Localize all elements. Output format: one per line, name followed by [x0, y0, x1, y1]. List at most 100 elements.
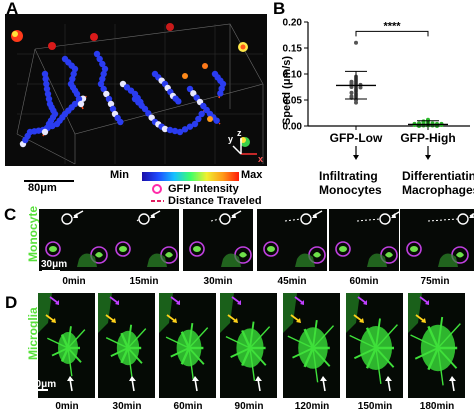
isolated-cells: [11, 23, 250, 147]
cell-sphere: [99, 75, 106, 83]
cell-sphere: [97, 80, 105, 88]
significance-label: ****: [383, 20, 401, 32]
microglia-frame: [159, 293, 216, 398]
legend-symbols: [151, 184, 164, 202]
cell-sphere: [103, 90, 110, 98]
y-tick-label: 0.00: [283, 122, 303, 133]
arrow-head-icon: [425, 155, 431, 160]
cell-sphere: [45, 95, 53, 103]
significance-bracket: [355, 30, 429, 37]
cell-sphere: [161, 125, 169, 133]
cell-sphere: [99, 60, 106, 68]
microglia-frame: [220, 293, 277, 398]
group-label-2: Differentiating Macrophages: [402, 169, 474, 198]
panel-c-scale-bar: [42, 270, 60, 272]
cell-sphere: [44, 90, 52, 98]
time-label: 30min: [112, 401, 142, 412]
panel-b-label: B: [273, 0, 286, 18]
time-label: 90min: [234, 401, 264, 412]
cell-tracks-3d: x y z: [11, 23, 264, 165]
panel-a-label: A: [6, 0, 19, 18]
arrow-head-icon: [353, 155, 359, 160]
monocyte-frame: [400, 209, 474, 271]
y-axis-label: Speed (μm/s): [281, 56, 293, 125]
monocyte-frame: [183, 209, 253, 271]
axis-z-label: z: [237, 128, 242, 138]
x-tick-label: GFP-High: [400, 131, 455, 145]
panel-a-scale-bar: [24, 180, 74, 182]
panel-d-scale-label: 30μm: [30, 379, 57, 390]
time-label: 60min: [349, 276, 379, 287]
legend-gfp-label: GFP Intensity: [168, 183, 239, 195]
cell-sphere: [93, 50, 101, 58]
x-tick-label: GFP-Low: [330, 131, 383, 145]
time-label: 15min: [129, 276, 159, 287]
cell-sphere: [69, 75, 76, 83]
axes-triad: [232, 138, 257, 155]
cell-sphere: [42, 75, 49, 83]
cell-sphere: [73, 90, 81, 98]
monocyte-frame: [329, 209, 399, 271]
time-label: 45min: [277, 276, 307, 287]
cell-sphere: [100, 70, 107, 78]
monocyte-frame: [109, 209, 179, 271]
time-label: 0min: [55, 401, 79, 412]
time-label: 120min: [294, 401, 330, 412]
panel-c-scale-label: 30μm: [41, 259, 68, 270]
time-label: 180min: [419, 401, 455, 412]
cell-sphere: [100, 85, 107, 93]
time-label: 30min: [203, 276, 233, 287]
colorbar-max-label: Max: [241, 169, 263, 181]
y-tick-label: 0.05: [283, 96, 303, 107]
cell-sphere: [77, 100, 85, 108]
cell-sphere: [145, 110, 152, 117]
cell-sphere: [186, 123, 194, 130]
group-label-1: Infiltrating Monocytes: [319, 169, 382, 198]
cell-sphere: [217, 90, 224, 97]
time-label: 150min: [357, 401, 393, 412]
cell-sphere: [195, 115, 202, 123]
cell-sphere: [191, 120, 199, 128]
axis-x-label: x: [258, 154, 263, 164]
cell-sphere: [41, 128, 49, 136]
speed-chart: Speed (μm/s) 0.00 0.05 0.10 0.15 0.20 GFP-Low…: [281, 18, 470, 160]
colorbar-min-label: Min: [110, 169, 129, 181]
panel-a-scale-label: 80μm: [28, 182, 57, 194]
microglia-frame: [38, 293, 95, 398]
gfp-intensity-icon: [152, 184, 162, 194]
cell-sphere: [75, 95, 83, 103]
time-label: 75min: [420, 276, 450, 287]
y-tick-label: 0.10: [283, 70, 303, 81]
panel-d-label: D: [5, 293, 18, 312]
cell-sphere: [137, 98, 144, 106]
microglia-frame: [408, 293, 465, 398]
cell-sphere: [186, 85, 194, 93]
cell-sphere: [107, 100, 115, 108]
cell-sphere: [181, 126, 189, 133]
axis-y-label: y: [228, 134, 233, 144]
microglia-frame: [283, 293, 340, 398]
time-label: 0min: [62, 276, 86, 287]
cell-sphere: [41, 70, 49, 78]
colorbar: [142, 172, 239, 181]
cell-sphere: [101, 65, 109, 73]
cell-sphere: [171, 127, 179, 135]
cell-sphere: [148, 114, 155, 121]
cell-sphere: [71, 65, 79, 73]
monocyte-frame: [257, 209, 327, 271]
monocyte-frame: [39, 209, 109, 271]
cell-sphere: [141, 105, 149, 113]
cell-sphere: [198, 110, 205, 118]
y-tick-label: 0.15: [283, 44, 303, 55]
microglia-frame: [346, 293, 403, 398]
panel-c-row-label: Monocyte: [26, 205, 40, 262]
data-point: [354, 40, 358, 45]
cell-sphere: [43, 80, 50, 88]
time-label: 60min: [173, 401, 203, 412]
data-point: [349, 90, 354, 95]
y-tick-label: 0.20: [283, 18, 303, 29]
cell-sphere: [176, 128, 184, 136]
cell-sphere: [213, 117, 220, 124]
microglia-frame: [98, 293, 155, 398]
cell-sphere: [43, 85, 51, 93]
